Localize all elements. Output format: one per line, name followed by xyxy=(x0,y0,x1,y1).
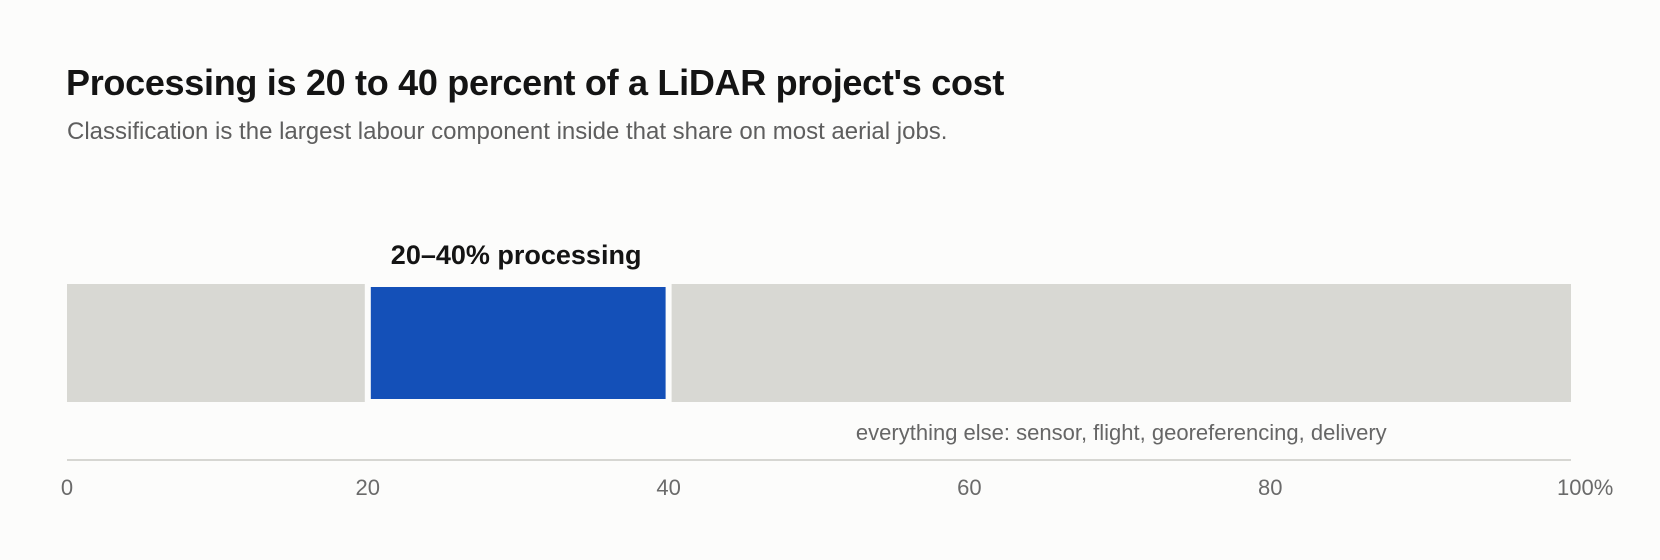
segment-label-processing: 20–40% processing xyxy=(391,240,642,270)
x-axis-ticks: 0 20 40 60 80 100% xyxy=(61,475,1613,500)
x-tick-label-60: 60 xyxy=(957,475,981,500)
bar-segments xyxy=(67,284,1571,402)
segment-label-everything-else: everything else: sensor, flight, georefe… xyxy=(856,420,1387,445)
segment-labels: 20–40% processing everything else: sensor… xyxy=(391,240,1387,445)
bar-segment-segment-0 xyxy=(67,284,365,402)
chart-title: Processing is 20 to 40 percent of a LiDA… xyxy=(66,62,1005,103)
bar-segment-everything-else xyxy=(671,284,1571,402)
bar-segment-processing xyxy=(370,287,666,399)
x-tick-label-40: 40 xyxy=(656,475,680,500)
x-tick-label-20: 20 xyxy=(356,475,380,500)
x-tick-label-0: 0 xyxy=(61,475,73,500)
x-tick-label-80: 80 xyxy=(1258,475,1282,500)
x-tick-label-100: 100% xyxy=(1557,475,1613,500)
chart-subtitle: Classification is the largest labour com… xyxy=(67,118,948,145)
